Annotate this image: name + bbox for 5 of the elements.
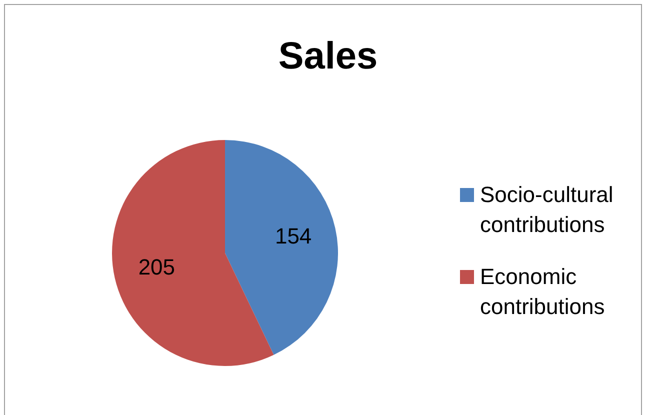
chart-title: Sales: [278, 35, 378, 78]
data-label: 154: [274, 224, 312, 249]
legend-label: Economic contributions: [480, 263, 606, 321]
data-label: 205: [138, 254, 176, 280]
legend-label: Socio-cultural contributions: [480, 181, 614, 239]
